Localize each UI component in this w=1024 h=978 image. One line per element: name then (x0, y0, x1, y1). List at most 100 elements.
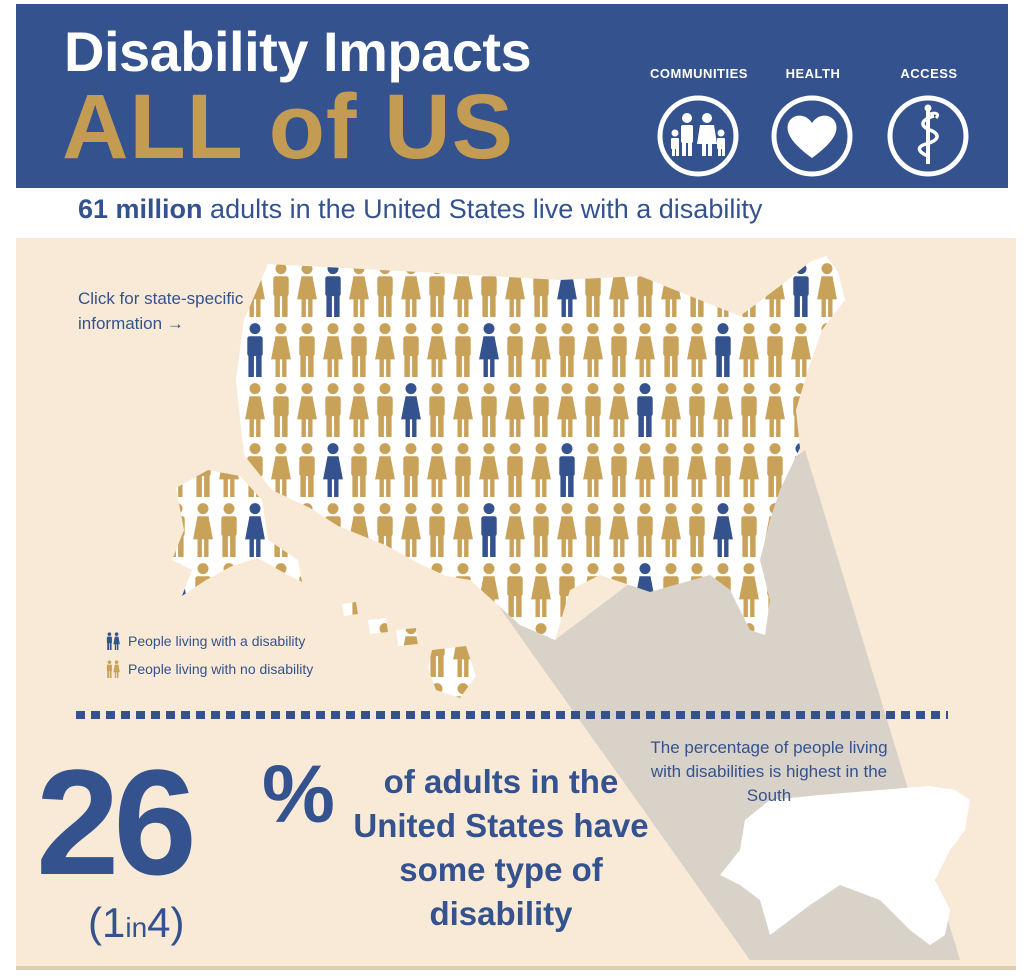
divider-dot (871, 711, 880, 719)
divider-dot (601, 711, 610, 719)
divider-dot (571, 711, 580, 719)
person-figure (172, 563, 187, 617)
stat-description: of adults in the United States have some… (353, 763, 649, 932)
person-figure (323, 563, 343, 617)
person-figure (349, 623, 369, 677)
people-icon-navy (106, 632, 120, 650)
divider-dot (226, 711, 235, 719)
divider-dot (376, 711, 385, 719)
divider-dot (391, 711, 400, 719)
person-figure (817, 383, 837, 437)
divider-dot (436, 711, 445, 719)
title-line-1: Disability Impacts (64, 20, 532, 83)
divider-dot (316, 711, 325, 719)
divider-dot (736, 711, 745, 719)
person-figure (351, 563, 367, 617)
divider-dot (301, 711, 310, 719)
divider-dot (331, 711, 340, 719)
divider-dot (541, 711, 550, 719)
divider-dot (136, 711, 145, 719)
divider-dot (751, 711, 760, 719)
divider-dot (496, 711, 505, 719)
divider-dot (556, 711, 565, 719)
divider-dot (241, 711, 250, 719)
divider-dot (676, 711, 685, 719)
family-icon (657, 95, 739, 177)
divider-dot (856, 711, 865, 719)
person-figure (481, 623, 497, 677)
divider-dot (451, 711, 460, 719)
heart-icon (771, 95, 853, 177)
divider-dot (631, 711, 640, 719)
person-figure (741, 263, 757, 317)
person-figure (193, 383, 213, 437)
person-figure (247, 563, 263, 617)
dotted-divider (76, 711, 948, 719)
divider-dot (421, 711, 430, 719)
divider-dot (166, 711, 175, 719)
legend-no-disability-label: People living with no disability (128, 661, 314, 677)
divider-dot (706, 711, 715, 719)
person-figure (375, 563, 395, 617)
divider-dot (91, 711, 100, 719)
percent-value: 26 (36, 738, 197, 906)
divider-dot (256, 711, 265, 719)
ratio-text: (1in4) (88, 898, 185, 953)
title-line-2: ALL of US (62, 76, 514, 178)
divider-dot (121, 711, 130, 719)
south-note: The percentage of people living with dis… (650, 738, 888, 805)
state-specific-link[interactable]: Click for state-specific information → (78, 289, 244, 333)
ratio-close: 4) (147, 899, 185, 946)
person-figure (843, 323, 845, 377)
divider-dot (106, 711, 115, 719)
divider-dot (361, 711, 370, 719)
divider-dot (616, 711, 625, 719)
divider-dot (721, 711, 730, 719)
person-figure (845, 503, 860, 557)
person-figure (819, 323, 835, 377)
ratio-in: in (125, 912, 148, 943)
divider-dot (916, 711, 925, 719)
divider-dot (466, 711, 475, 719)
person-figure (843, 443, 845, 497)
caduceus-icon (887, 95, 969, 177)
divider-dot (181, 711, 190, 719)
divider-dot (691, 711, 700, 719)
person-figure (325, 623, 341, 677)
legend-no-disability: People living with no disability (104, 660, 313, 678)
divider-dot (841, 711, 850, 719)
divider-dot (481, 711, 490, 719)
divider-dot (901, 711, 910, 719)
ratio-open: (1 (88, 899, 126, 946)
divider-dot (796, 711, 805, 719)
divider-dot (151, 711, 160, 719)
divider-dot (946, 711, 948, 719)
divider-dot (346, 711, 355, 719)
person-figure (403, 563, 419, 617)
divider-dot (286, 711, 295, 719)
divider-dot (646, 711, 655, 719)
subtitle-bold: 61 million (78, 194, 203, 224)
divider-dot (661, 711, 670, 719)
person-figure (819, 443, 835, 497)
subtitle-rest: adults in the United States live with a … (202, 194, 763, 224)
percent-sign: % (262, 749, 335, 840)
person-figure (221, 383, 237, 437)
person-figure (172, 383, 185, 437)
divider-dot (586, 711, 595, 719)
category-communities-label: COMMUNITIES (650, 66, 748, 81)
divider-dot (931, 711, 940, 719)
people-icon-gold (106, 660, 120, 678)
divider-dot (271, 711, 280, 719)
divider-dot (211, 711, 220, 719)
panel-bottom-border (16, 966, 1016, 970)
divider-dot (826, 711, 835, 719)
south-region-map (720, 786, 970, 945)
divider-dot (886, 711, 895, 719)
category-health-label: HEALTH (785, 66, 841, 81)
legend-disability: People living with a disability (104, 632, 305, 650)
subtitle: 61 million adults in the United States l… (78, 194, 762, 225)
person-figure (299, 563, 315, 617)
person-figure (297, 503, 317, 557)
